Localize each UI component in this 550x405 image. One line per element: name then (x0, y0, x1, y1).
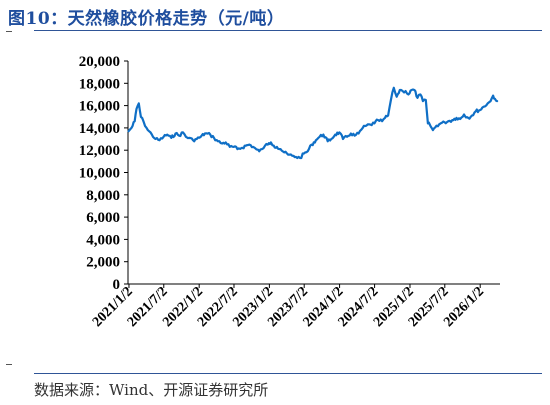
x-tick-label: 2026/1/2 (441, 284, 487, 330)
y-axis: 0 2,000 4,000 6,000 8,000 10,000 12,000 14,000 1… (79, 54, 129, 293)
y-tick-label: 4,000 (86, 232, 120, 248)
y-tick-label: 16,000 (79, 99, 120, 115)
y-tick-label: 10,000 (79, 166, 120, 182)
y-tick-label: 12,000 (79, 143, 120, 159)
margin-mark-top (6, 31, 12, 32)
y-tick-label: 0 (113, 277, 121, 293)
y-tick-label: 14,000 (79, 121, 120, 137)
y-tick-label: 20,000 (79, 54, 120, 70)
y-tick-label: 18,000 (79, 76, 120, 92)
series-layer (127, 86, 499, 160)
source-rule (34, 373, 542, 374)
title-rule (34, 30, 542, 31)
y-tick-label: 8,000 (86, 188, 120, 204)
price-series-line (127, 86, 499, 160)
source-note: 数据来源：Wind、开源证券研究所 (34, 381, 269, 399)
y-tick-label: 6,000 (86, 210, 120, 226)
y-tick-label: 2,000 (86, 255, 120, 271)
figure-title: 图10：天然橡胶价格走势（元/吨） (8, 9, 285, 29)
margin-mark-bottom (6, 364, 12, 365)
x-axis: 2021/1/22021/7/22022/1/22022/7/22023/1/2… (90, 283, 500, 330)
